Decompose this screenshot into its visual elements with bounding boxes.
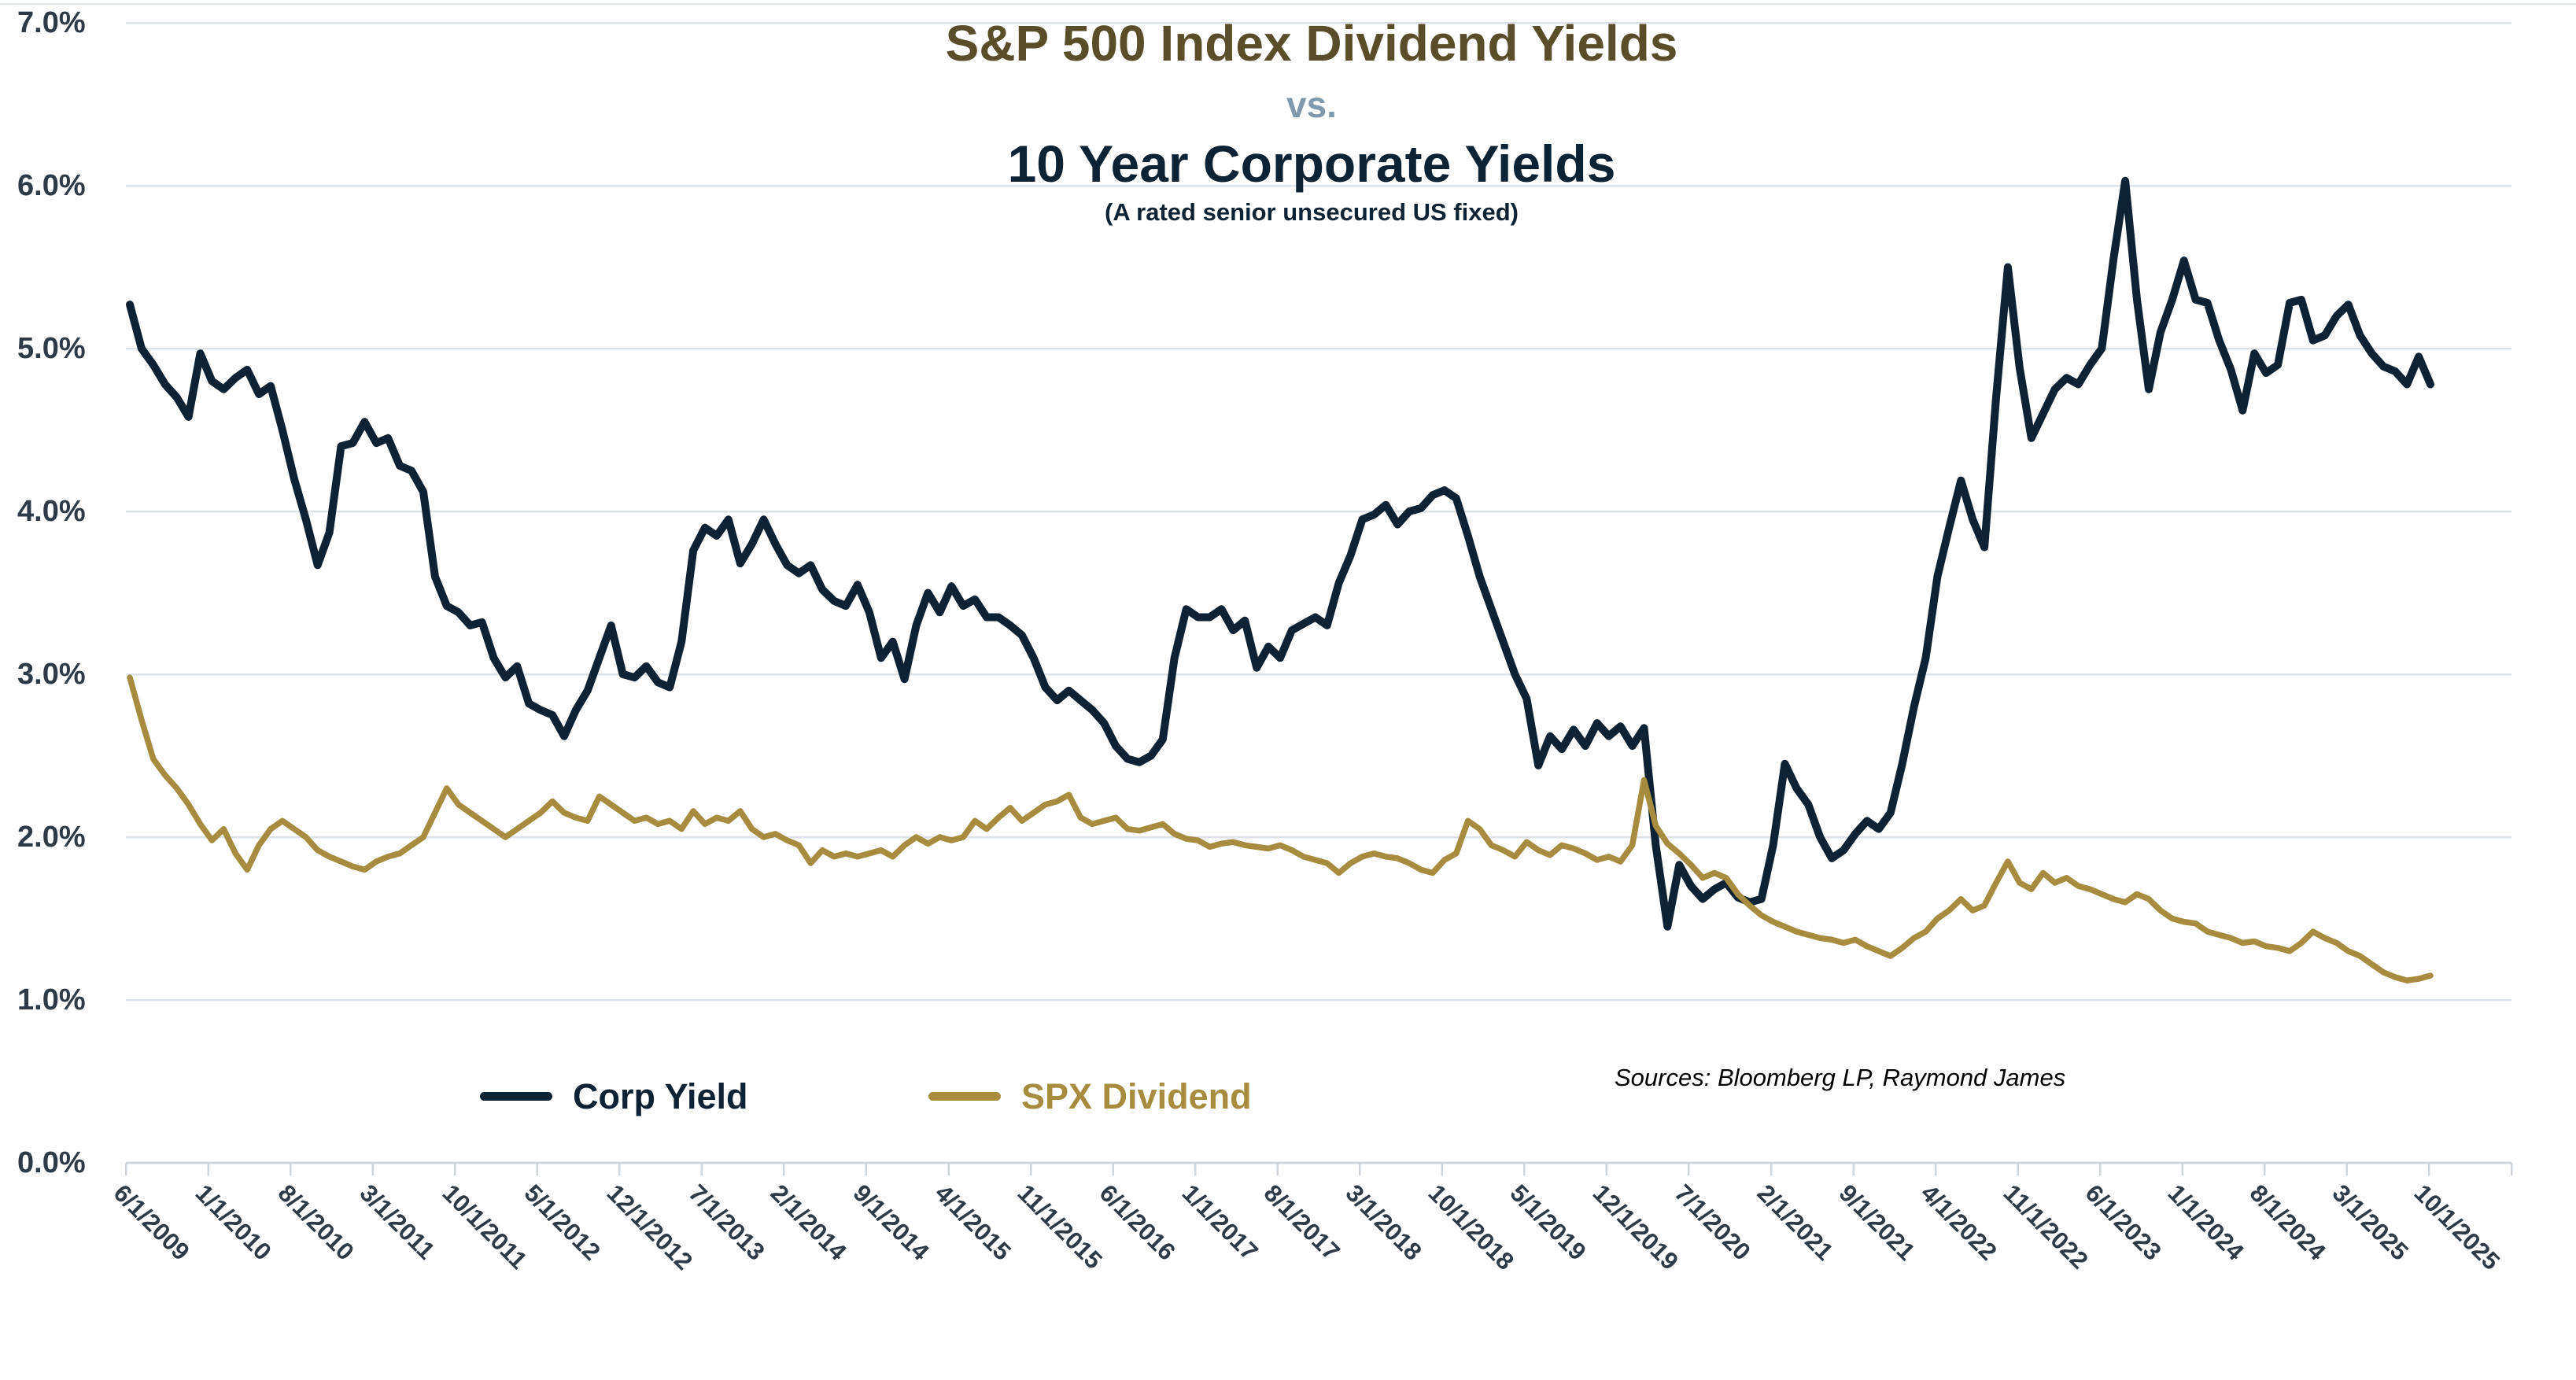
y-axis-tick-label: 7.0% (17, 6, 86, 39)
y-axis-tick-label: 4.0% (17, 495, 86, 528)
source-note: Sources: Bloomberg LP, Raymond James (1615, 1064, 2066, 1091)
legend-item-spx-dividend: SPX Dividend (928, 1076, 1252, 1116)
spx-dividend-line-swatch (928, 1091, 1001, 1101)
y-axis-tick-label: 0.0% (17, 1146, 86, 1179)
legend-label-spx-dividend: SPX Dividend (1021, 1076, 1252, 1116)
y-axis-tick-label: 6.0% (17, 169, 86, 202)
corp-yield-line (126, 176, 2434, 931)
legend-label-corp-yield: Corp Yield (573, 1076, 748, 1116)
corp-yield-line-swatch (480, 1091, 552, 1101)
data-series (126, 176, 2434, 983)
y-axis-tick-label: 3.0% (17, 658, 86, 691)
x-axis (124, 1161, 2513, 1175)
y-axis-tick-label: 2.0% (17, 821, 86, 854)
y-axis-tick-label: 5.0% (17, 332, 86, 365)
gridlines (0, 3, 2576, 1164)
spx-dividend-line (127, 674, 2434, 983)
legend-item-corp-yield: Corp Yield (480, 1076, 748, 1116)
y-axis-tick-label: 1.0% (17, 983, 86, 1017)
